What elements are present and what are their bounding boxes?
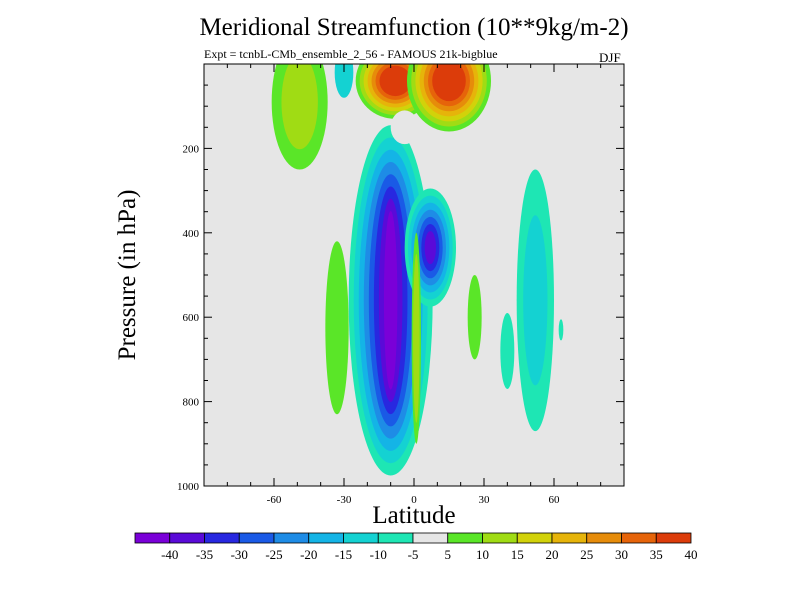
- x-tick-label: -60: [267, 494, 282, 506]
- colorbar-label: -20: [300, 547, 317, 562]
- colorbar-swatch: [204, 532, 240, 544]
- colorbar-swatch: [447, 532, 483, 544]
- colorbar-label: -5: [408, 547, 419, 562]
- colorbar-label: -35: [196, 547, 213, 562]
- contour-level-neg35-cell-1: [424, 231, 436, 265]
- colorbar-swatch: [621, 532, 657, 544]
- contour-level-40-cell-2: [379, 65, 412, 97]
- contour-level-neg10-cell-5: [334, 64, 354, 98]
- contour-level-10-cell-6: [325, 241, 349, 415]
- chart-title: Meridional Streamfunction (10**9kg/m-2): [199, 14, 629, 41]
- season-label: DJF: [599, 50, 621, 65]
- colorbar-swatch: [273, 532, 310, 544]
- contour-level-neg40-cell-0: [383, 211, 398, 390]
- colorbar-label: 10: [476, 547, 489, 562]
- colorbar-swatch: [169, 532, 205, 544]
- colorbar-swatch: [308, 532, 344, 544]
- x-tick-label: -30: [337, 494, 352, 506]
- colorbar-swatch: [516, 532, 553, 544]
- colorbar-swatch: [238, 532, 275, 544]
- contour-level-neg10-cell-8: [523, 215, 548, 386]
- contour-level-5-cell-12: [390, 110, 419, 145]
- colorbar-label: -10: [370, 547, 387, 562]
- y-tick-label: 400: [183, 228, 200, 240]
- colorbar-swatch: [412, 532, 449, 544]
- colorbar-label: -25: [265, 547, 282, 562]
- colorbar-swatch: [586, 532, 622, 544]
- x-tick-label: 60: [549, 494, 561, 506]
- y-tick-label: 600: [183, 312, 200, 324]
- colorbar-label: 35: [650, 547, 663, 562]
- colorbar-label: 5: [445, 547, 452, 562]
- colorbar-swatch: [655, 532, 692, 544]
- x-tick-label: 30: [479, 494, 491, 506]
- colorbar-swatch: [482, 532, 518, 544]
- y-tick-label: 800: [183, 397, 200, 409]
- y-tick-label: 200: [183, 143, 200, 155]
- contour-level-10-cell-7: [467, 275, 482, 360]
- contour-level-15-cell-11: [413, 253, 420, 423]
- x-tick-label: 0: [411, 494, 417, 506]
- colorbar-label: 40: [685, 547, 698, 562]
- colorbar-swatch: [377, 532, 414, 544]
- y-tick-label: 1000: [177, 481, 200, 493]
- chart-subtitle: Expt = tcnbL-CMb_ensemble_2_56 - FAMOUS …: [204, 47, 498, 61]
- x-axis-label: Latitude: [372, 502, 456, 529]
- colorbar-label: -15: [335, 547, 352, 562]
- contour-level-neg5-cell-10: [558, 319, 564, 341]
- colorbar-label: -30: [231, 547, 248, 562]
- colorbar-swatch: [134, 532, 171, 544]
- colorbar-label: 20: [546, 547, 559, 562]
- colorbar-swatch: [551, 532, 588, 544]
- colorbar-label: -40: [161, 547, 178, 562]
- colorbar-label: 25: [580, 547, 593, 562]
- contour-level-neg5-cell-9: [500, 312, 515, 389]
- colorbar-label: 15: [511, 547, 524, 562]
- colorbar-label: 30: [615, 547, 628, 562]
- colorbar-swatch: [343, 532, 379, 544]
- contour-level-15-cell-4: [281, 64, 318, 150]
- contour-level-40-cell-3: [432, 64, 466, 102]
